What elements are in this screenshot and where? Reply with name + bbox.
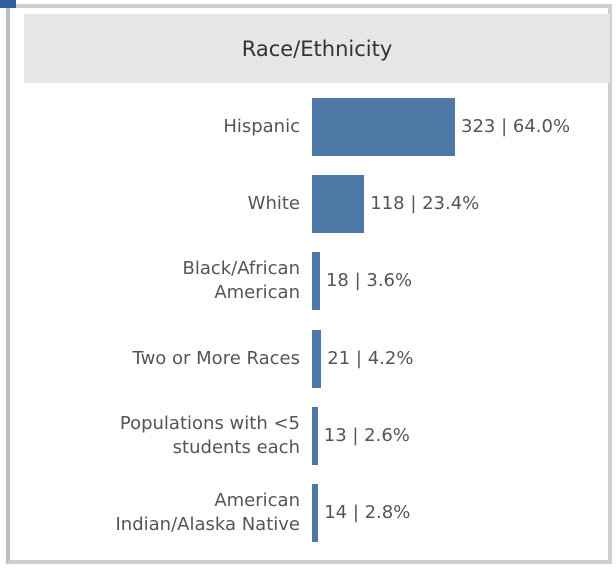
category-label: Black/African American xyxy=(182,258,300,304)
bar xyxy=(312,98,455,156)
bar xyxy=(312,175,365,234)
category-label: Two or More Races xyxy=(132,347,300,369)
value-label: 118 | 23.4% xyxy=(370,193,480,215)
corner-accent xyxy=(0,0,16,8)
frame xyxy=(6,4,612,564)
category-label: White xyxy=(247,193,300,215)
bar xyxy=(312,484,319,542)
value-label: 18 | 3.6% xyxy=(325,270,413,292)
chart-title: Race/Ethnicity xyxy=(24,14,610,83)
bar xyxy=(312,252,320,311)
value-label: 13 | 2.6% xyxy=(323,424,410,446)
bar xyxy=(312,329,322,388)
bar xyxy=(312,406,318,465)
category-label: American Indian/Alaska Native xyxy=(115,490,300,535)
value-label: 323 | 64.0% xyxy=(461,116,571,137)
category-label: Populations with <5 students each xyxy=(119,412,300,458)
value-label: 14 | 2.8% xyxy=(324,502,411,523)
value-label: 21 | 4.2% xyxy=(327,347,414,369)
category-label: Hispanic xyxy=(223,116,300,137)
